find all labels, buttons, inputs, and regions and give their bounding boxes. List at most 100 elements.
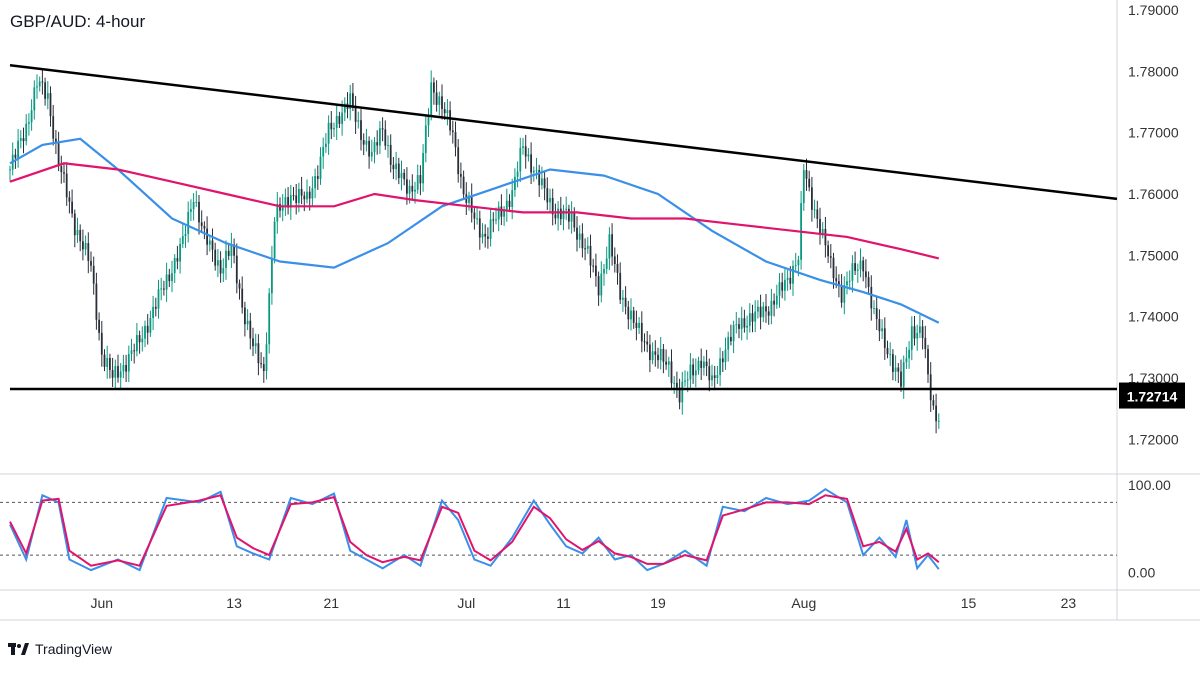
candle-body <box>908 349 910 359</box>
candle-body <box>289 195 292 208</box>
candle-body <box>165 274 168 290</box>
candle-body <box>927 349 929 375</box>
candle-body <box>127 354 130 372</box>
candle-body <box>84 243 87 250</box>
candle-body <box>384 129 387 146</box>
candle-body <box>897 367 900 372</box>
candle-body <box>883 328 886 348</box>
candle-body <box>271 258 273 294</box>
candle-body <box>17 140 19 158</box>
candle-body <box>919 326 921 334</box>
candle-body <box>211 240 214 250</box>
moving-average-short <box>9 137 940 324</box>
tradingview-brand[interactable]: TradingView <box>8 641 112 657</box>
time-tick-label: Aug <box>791 595 816 611</box>
candle-body <box>775 295 778 305</box>
candle-body <box>757 306 759 312</box>
current-price-tag <box>1119 382 1185 409</box>
candle-body <box>257 343 260 364</box>
candle-body <box>921 326 924 338</box>
candle-body <box>851 263 854 281</box>
candle-body <box>516 171 519 177</box>
candle-body <box>600 273 603 296</box>
candle-body <box>916 333 919 339</box>
candle-body <box>230 244 233 256</box>
candle-body <box>427 115 430 126</box>
chart-axes <box>0 0 1200 621</box>
candle-body <box>141 338 144 343</box>
candle-body <box>543 178 546 189</box>
candle-body <box>71 201 73 214</box>
candle-body <box>603 269 605 274</box>
stochastic-d-line <box>9 494 940 567</box>
candle-body <box>44 82 46 99</box>
candle-body <box>92 265 95 284</box>
candle-body <box>419 175 422 184</box>
candle-body <box>794 265 797 267</box>
candle-body <box>700 360 703 368</box>
candle-body <box>721 358 724 363</box>
candle-body <box>505 200 508 211</box>
candle-body <box>562 210 565 220</box>
candle-body <box>314 176 316 189</box>
candle-body <box>522 146 524 148</box>
candle-body <box>125 364 127 372</box>
candle-body <box>111 370 114 378</box>
candle-body <box>859 260 862 270</box>
candle-body <box>581 233 584 249</box>
candle-body <box>389 144 392 165</box>
candle-body <box>249 320 252 339</box>
candle-body <box>79 229 82 242</box>
time-tick-label: 15 <box>961 595 977 611</box>
candle-body <box>157 289 160 309</box>
candle-body <box>689 364 692 380</box>
candle-body <box>910 326 913 350</box>
candle-body <box>327 122 330 144</box>
candle-body <box>443 109 446 114</box>
candle-body <box>441 96 443 110</box>
candle-body <box>487 236 489 239</box>
candle-body <box>838 281 840 286</box>
candle-body <box>638 322 640 329</box>
descending-resistance-line <box>9 63 1118 201</box>
candle-body <box>789 277 792 284</box>
candle-body <box>354 105 357 122</box>
candle-body <box>203 226 206 229</box>
candle-body <box>133 350 136 352</box>
candle-body <box>819 218 821 234</box>
candle-body <box>784 279 786 291</box>
candle-body <box>592 265 595 267</box>
candle-body <box>640 322 643 342</box>
candle-body <box>260 363 262 365</box>
stochastic-k-line <box>9 488 940 572</box>
candle-body <box>937 420 940 422</box>
candle-body <box>316 176 319 179</box>
candle-body <box>460 174 462 177</box>
candle-body <box>68 197 71 202</box>
candle-body <box>233 244 235 256</box>
candle-body <box>33 87 36 111</box>
candle-body <box>659 348 662 361</box>
candle-body <box>519 147 522 172</box>
candle-body <box>935 405 937 422</box>
candle-body <box>738 324 740 329</box>
chart-title: GBP/AUD: 4-hour <box>10 12 146 31</box>
candle-body <box>298 189 300 203</box>
candle-body <box>586 245 589 249</box>
candle-body <box>28 122 30 124</box>
candle-body <box>770 300 773 316</box>
candle-body <box>622 297 624 300</box>
price-tick-label: 1.78000 <box>1128 63 1179 79</box>
candle-body <box>781 282 784 291</box>
candle-body <box>765 306 767 312</box>
candle-body <box>76 229 79 236</box>
candle-body <box>292 195 295 197</box>
oscillator-tick-label: 100.00 <box>1128 477 1171 493</box>
candle-body <box>438 96 441 105</box>
candle-body <box>41 81 44 83</box>
candle-body <box>705 361 708 367</box>
time-tick-label: 19 <box>650 595 666 611</box>
candle-body <box>46 93 49 99</box>
candle-body <box>743 318 746 328</box>
